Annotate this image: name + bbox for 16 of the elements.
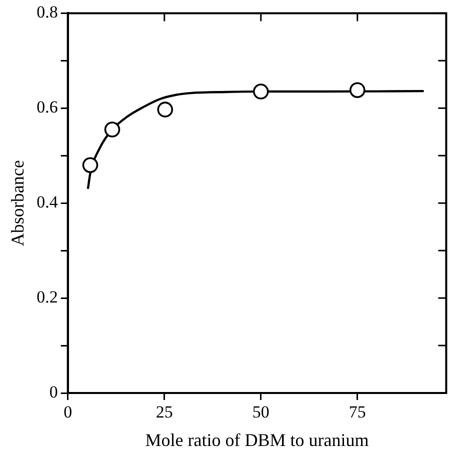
x-tick-label: 25 — [156, 402, 173, 422]
point — [82, 157, 98, 174]
y-axis-title: Absorbance — [8, 160, 28, 246]
y-tick-label: 0.2 — [36, 288, 58, 307]
x-tick-label: 0 — [64, 402, 72, 422]
y-tick-label: 0.4 — [36, 192, 58, 212]
x-tick-label: 75 — [348, 402, 366, 422]
point — [252, 84, 269, 100]
y-tick-label: 0 — [49, 382, 58, 402]
y-tick-label: 0.6 — [36, 98, 58, 117]
point — [104, 122, 120, 138]
x-tick-label: 50 — [252, 402, 270, 422]
point — [157, 102, 174, 118]
point — [350, 82, 366, 98]
y-tick-label: 0.8 — [36, 2, 58, 22]
x-axis-title: Mole ratio of DBM to uranium — [145, 430, 369, 450]
